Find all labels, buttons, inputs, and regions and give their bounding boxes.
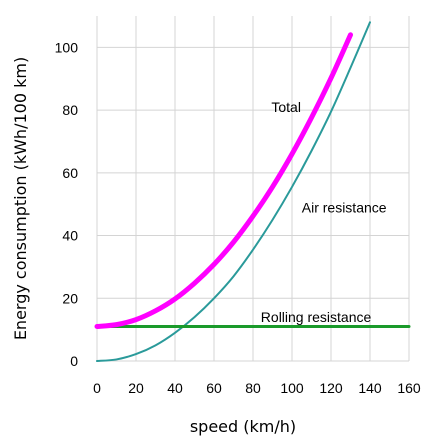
y-tick-label: 100 xyxy=(55,39,79,55)
series-air-resistance-line xyxy=(96,21,371,362)
annotation-total: Total xyxy=(271,99,301,115)
y-axis-label: Energy consumption (kWh/100 km) xyxy=(11,57,30,340)
x-tick-labels: 0 20 40 60 80 100 120 140 160 xyxy=(93,380,421,396)
y-tick-label: 80 xyxy=(62,102,78,118)
x-tick-label: 60 xyxy=(206,380,222,396)
y-tick-labels: 0 20 40 60 80 100 xyxy=(55,39,79,369)
x-tick-label: 80 xyxy=(245,380,261,396)
x-tick-label: 20 xyxy=(128,380,144,396)
annotation-air-resistance: Air resistance xyxy=(302,199,387,215)
y-tick-label: 40 xyxy=(62,228,78,244)
x-tick-label: 140 xyxy=(358,380,382,396)
series-total-line xyxy=(94,32,353,329)
x-tick-label: 100 xyxy=(280,380,304,396)
y-tick-label: 20 xyxy=(62,290,78,306)
annotation-rolling-resistance: Rolling resistance xyxy=(261,309,372,325)
x-tick-label: 160 xyxy=(397,380,421,396)
series-lines xyxy=(94,21,411,362)
x-tick-label: 120 xyxy=(319,380,343,396)
y-tick-label: 60 xyxy=(62,165,78,181)
x-tick-label: 0 xyxy=(93,380,101,396)
x-axis-label: speed (km/h) xyxy=(190,417,296,436)
y-tick-label: 0 xyxy=(70,353,78,369)
series-annotations: Total Air resistance Rolling resistance xyxy=(261,99,387,325)
x-tick-label: 40 xyxy=(167,380,183,396)
